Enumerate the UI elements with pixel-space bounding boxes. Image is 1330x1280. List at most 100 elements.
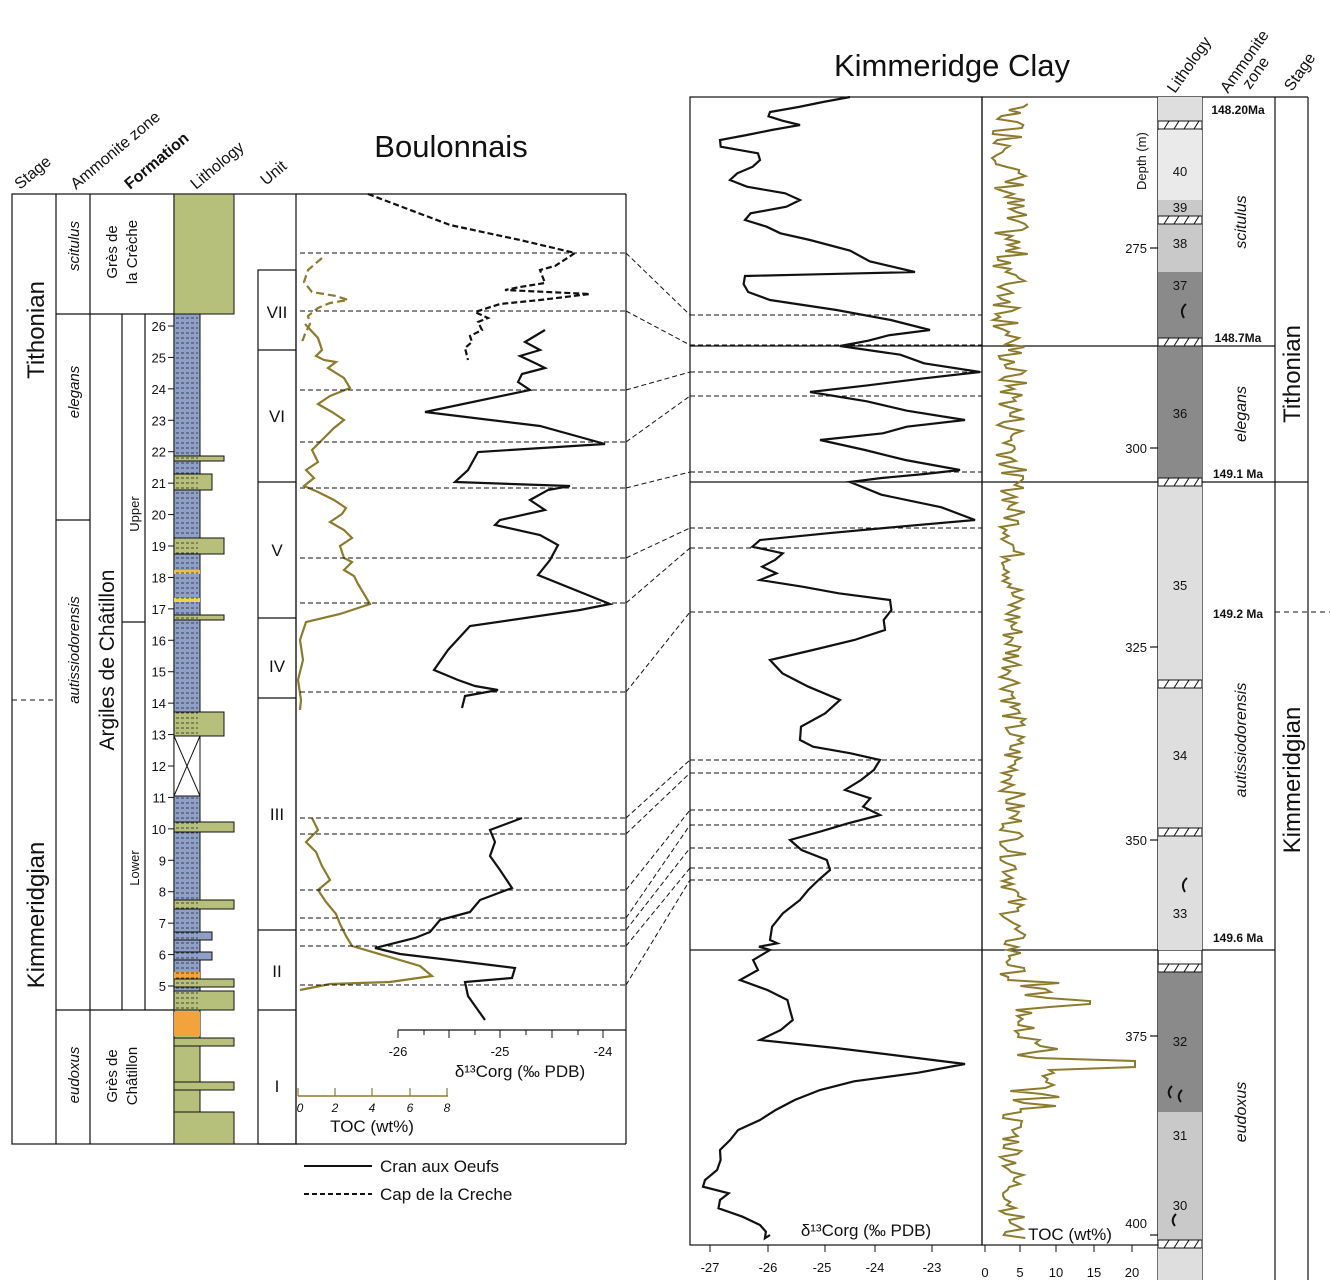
age-label: 148.20Ma bbox=[1211, 103, 1265, 117]
bed-number-label: 20 bbox=[152, 508, 166, 523]
bed-number-label: 19 bbox=[152, 539, 166, 554]
bed-number-label: 7 bbox=[159, 916, 166, 931]
header-unit: Unit bbox=[258, 157, 291, 189]
right-d13c-tick: -25 bbox=[813, 1260, 832, 1275]
stage-tithonian-right: Tithonian bbox=[1279, 325, 1306, 423]
cran-d13c-lower-curve bbox=[374, 816, 523, 1021]
bed-number-label: 14 bbox=[152, 696, 166, 711]
zone-scitulus-right: scitulus bbox=[1233, 195, 1250, 248]
formation-gres-creche-line2: la Crèche bbox=[124, 220, 141, 284]
bed-number-label: 22 bbox=[152, 445, 166, 460]
right-toc-tick: 20 bbox=[1125, 1265, 1139, 1280]
bed-number-label: 6 bbox=[159, 948, 166, 963]
zone-autissiodorensis-left: autissiodorensis bbox=[66, 596, 83, 704]
cran-d13c-upper-curve bbox=[424, 329, 614, 709]
kc-bed-boundaries bbox=[1157, 120, 1203, 1249]
zone-elegans-left: elegans bbox=[66, 365, 83, 418]
right-toc-tick: 5 bbox=[1016, 1265, 1023, 1280]
member-upper: Upper bbox=[127, 496, 142, 532]
left-d13c-axis-label: δ¹³Corg (‰ PDB) bbox=[455, 1062, 585, 1081]
member-lower: Lower bbox=[127, 850, 142, 886]
depth-tick-label: 275 bbox=[1125, 241, 1147, 256]
right-d13c-tick: -27 bbox=[701, 1260, 720, 1275]
left-toc-axis-label: TOC (wt%) bbox=[330, 1117, 414, 1136]
bed-number-label: 5 bbox=[159, 979, 166, 994]
bed-number-label: 16 bbox=[152, 633, 166, 648]
kimmeridge-clay-title: Kimmeridge Clay bbox=[834, 48, 1071, 83]
boulonnais-title: Boulonnais bbox=[374, 129, 527, 164]
right-d13c-tick: -23 bbox=[923, 1260, 942, 1275]
left-toc-tick: 2 bbox=[331, 1101, 339, 1115]
header-lithology: Lithology bbox=[188, 139, 248, 193]
kimmeridge-curves bbox=[701, 95, 1136, 1241]
age-label: 149.1 Ma bbox=[1213, 467, 1263, 481]
left-plot-frame bbox=[296, 193, 627, 1145]
bed-number-label: 13 bbox=[152, 728, 166, 743]
depth-axis-label: Depth (m) bbox=[1134, 132, 1149, 190]
kc-bed-label: 36 bbox=[1173, 406, 1187, 421]
formation-gres-chatillon-line2: Châtillon bbox=[124, 1047, 141, 1105]
bed-number-label: 11 bbox=[153, 790, 167, 805]
unit-v: V bbox=[271, 541, 283, 560]
bed-number-label: 25 bbox=[152, 350, 166, 365]
ammonite-fossil-icons bbox=[1167, 303, 1188, 1227]
left-column-frame bbox=[11, 193, 297, 1145]
kc-bed-label: 40 bbox=[1173, 164, 1187, 179]
stage-kimmeridgian-left: Kimmeridgian bbox=[23, 842, 50, 989]
unit-column bbox=[257, 269, 297, 1145]
unit-vi: VI bbox=[269, 407, 285, 426]
bed-number-label: 10 bbox=[152, 822, 166, 837]
cran-toc-lower-curve bbox=[299, 817, 435, 992]
zone-eudoxus-left: eudoxus bbox=[66, 1046, 83, 1103]
left-d13c-tick: -25 bbox=[491, 1044, 510, 1059]
bed-number-ticks: 26 25 24 23 22 21 20 19 18 17 16 15 14 13 12 11 10 9 8 7 6 5 bbox=[152, 319, 174, 994]
age-label: 148.7Ma bbox=[1215, 331, 1262, 345]
bed-number-label: 21 bbox=[152, 476, 166, 491]
depth-tick-label: 375 bbox=[1125, 1029, 1147, 1044]
bed-number-label: 26 bbox=[152, 319, 166, 334]
left-toc-tick: 0 bbox=[297, 1101, 304, 1115]
left-d13c-tick: -26 bbox=[389, 1044, 408, 1059]
formation-argiles-chatillon: Argiles de Châtillon bbox=[96, 570, 119, 751]
bed-number-label: 15 bbox=[152, 665, 166, 680]
kc-bed-label: 37 bbox=[1173, 278, 1187, 293]
header-stage: Stage bbox=[12, 153, 55, 193]
right-d13c-axis-label: δ¹³Corg (‰ PDB) bbox=[801, 1221, 931, 1240]
kc-lithology-column bbox=[1158, 97, 1202, 1280]
bed-number-label: 8 bbox=[159, 885, 166, 900]
zone-elegans-right: elegans bbox=[1233, 386, 1250, 442]
kc-d13c-curve bbox=[701, 95, 981, 1241]
header-ammonite-zone: Ammonite zone bbox=[68, 109, 164, 194]
left-toc-tick: 8 bbox=[444, 1101, 451, 1115]
bed-number-label: 17 bbox=[152, 602, 166, 617]
boulonnais-curves bbox=[296, 192, 614, 1021]
kc-bed-label: 39 bbox=[1173, 200, 1187, 215]
right-toc-axis-label: TOC (wt%) bbox=[1028, 1225, 1112, 1244]
zone-autissiodorensis-right: autissiodorensis bbox=[1233, 683, 1250, 798]
stage-kimmeridgian-right: Kimmeridgian bbox=[1279, 707, 1306, 854]
right-toc-tick: 15 bbox=[1087, 1265, 1101, 1280]
right-d13c-tick: -24 bbox=[866, 1260, 885, 1275]
bed-number-label: 9 bbox=[159, 853, 166, 868]
unit-iv: IV bbox=[269, 657, 286, 676]
kc-bed-label: 34 bbox=[1173, 748, 1187, 763]
unit-iii: III bbox=[270, 805, 284, 824]
legend-cap-de-la-creche: Cap de la Creche bbox=[380, 1185, 512, 1204]
right-d13c-tick: -26 bbox=[759, 1260, 778, 1275]
left-toc-tick: 4 bbox=[369, 1101, 376, 1115]
litho-sandstone-top bbox=[173, 193, 235, 315]
depth-tick-label: 400 bbox=[1125, 1216, 1147, 1231]
cran-toc-upper-curve bbox=[296, 323, 372, 711]
depth-tick-label: 350 bbox=[1125, 833, 1147, 848]
unit-i: I bbox=[275, 1077, 280, 1096]
zone-scitulus-left: scitulus bbox=[66, 220, 83, 271]
zone-eudoxus-right: eudoxus bbox=[1233, 1082, 1250, 1143]
litho-orange-base bbox=[174, 1012, 200, 1036]
kc-bed-label: 31 bbox=[1173, 1128, 1187, 1143]
formation-gres-chatillon-line1: Grès de bbox=[104, 1049, 121, 1102]
right-toc-tick: 0 bbox=[981, 1265, 988, 1280]
bed-number-label: 24 bbox=[152, 382, 166, 397]
header-lithology-right: Lithology bbox=[1164, 34, 1215, 96]
legend-cran-aux-oeufs: Cran aux Oeufs bbox=[380, 1157, 499, 1176]
